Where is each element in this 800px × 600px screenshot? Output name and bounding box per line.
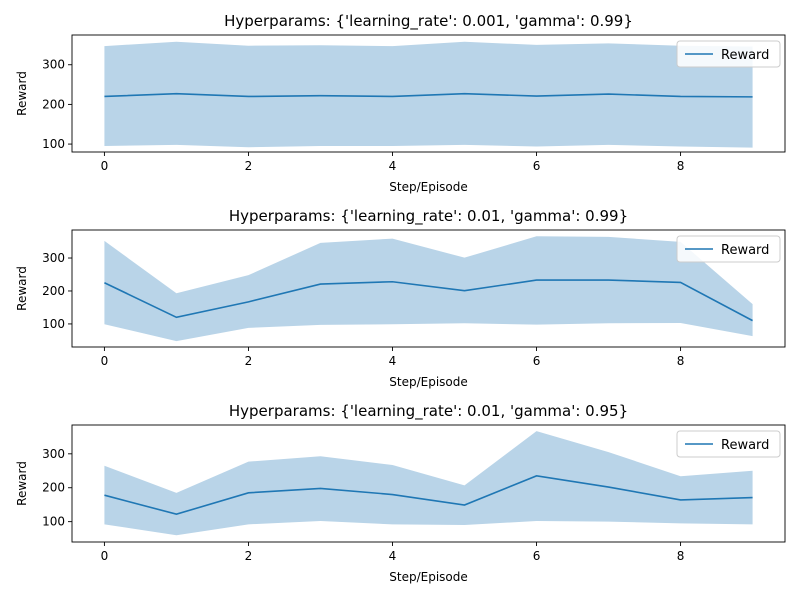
legend: Reward: [676, 235, 781, 263]
legend: Reward: [676, 430, 781, 458]
chart-title: Hyperparams: {'learning_rate': 0.01, 'ga…: [229, 207, 628, 226]
x-tick-label: 8: [677, 549, 685, 563]
y-tick-label: 100: [42, 317, 65, 331]
x-tick-label: 2: [245, 159, 253, 173]
x-axis-label: Step/Episode: [389, 180, 468, 194]
x-tick-label: 0: [101, 549, 109, 563]
series-line: [104, 475, 753, 516]
chart-panel-1: Hyperparams: {'learning_rate': 0.001, 'g…: [15, 12, 786, 194]
series-line: [104, 92, 753, 98]
x-tick-label: 4: [389, 549, 397, 563]
x-axis-label: Step/Episode: [389, 375, 468, 389]
x-tick-label: 6: [533, 354, 541, 368]
x-tick-label: 8: [677, 354, 685, 368]
legend-box: [676, 430, 781, 458]
y-tick-label: 100: [42, 515, 65, 529]
series-line: [104, 279, 753, 322]
x-tick-label: 0: [101, 354, 109, 368]
chart-title: Hyperparams: {'learning_rate': 0.01, 'ga…: [229, 402, 628, 421]
legend-box: [676, 235, 781, 263]
y-axis-label: Reward: [15, 461, 29, 506]
y-axis-label: Reward: [15, 266, 29, 311]
y-axis-label: Reward: [15, 71, 29, 116]
legend-label: Reward: [721, 48, 769, 63]
plot-frame: [71, 424, 786, 543]
legend: Reward: [676, 40, 781, 68]
y-tick-label: 300: [42, 251, 65, 265]
y-tick-label: 200: [42, 97, 65, 111]
y-tick-label: 300: [42, 58, 65, 72]
confidence-band: [104, 431, 753, 536]
legend-box: [676, 40, 781, 68]
x-tick-label: 6: [533, 549, 541, 563]
x-tick-label: 4: [389, 159, 397, 173]
x-tick-label: 4: [389, 354, 397, 368]
plot-frame: [71, 229, 786, 348]
confidence-band: [104, 236, 753, 342]
plot-frame: [71, 34, 786, 153]
chart-panel-3: Hyperparams: {'learning_rate': 0.01, 'ga…: [15, 402, 786, 584]
y-tick-label: 200: [42, 284, 65, 298]
chart-title: Hyperparams: {'learning_rate': 0.001, 'g…: [224, 12, 633, 31]
y-tick-label: 300: [42, 447, 65, 461]
legend-label: Reward: [721, 243, 769, 258]
x-tick-label: 2: [245, 354, 253, 368]
legend-label: Reward: [721, 438, 769, 453]
x-tick-label: 2: [245, 549, 253, 563]
y-tick-label: 200: [42, 481, 65, 495]
chart-panel-2: Hyperparams: {'learning_rate': 0.01, 'ga…: [15, 207, 786, 389]
x-tick-label: 8: [677, 159, 685, 173]
x-tick-label: 6: [533, 159, 541, 173]
x-tick-label: 0: [101, 159, 109, 173]
y-tick-label: 100: [42, 137, 65, 151]
x-axis-label: Step/Episode: [389, 570, 468, 584]
